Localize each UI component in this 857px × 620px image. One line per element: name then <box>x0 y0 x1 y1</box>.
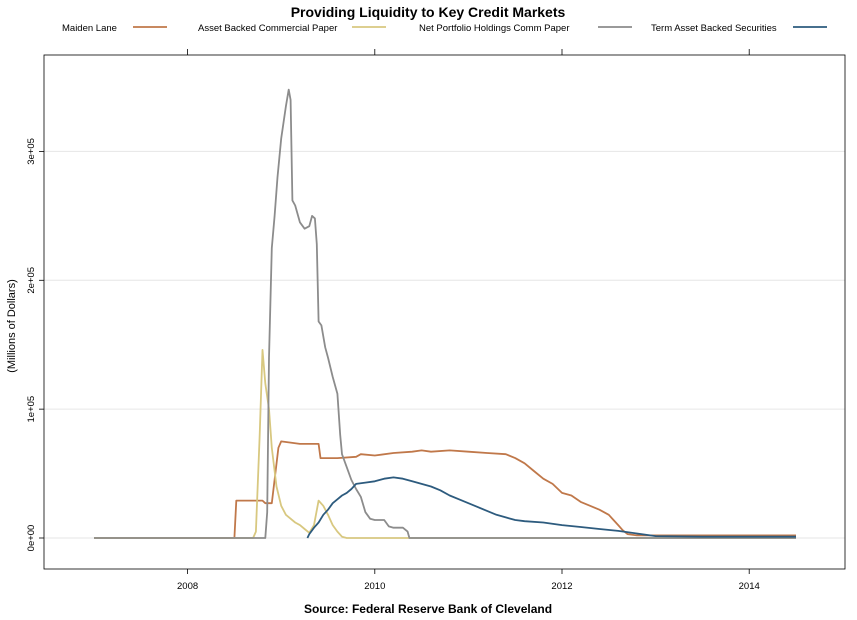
series-lines <box>94 88 796 539</box>
y-tick-label: 1e+05 <box>26 396 37 423</box>
x-axis: 2008 2010 2012 2014 <box>177 49 760 592</box>
x-tick-label: 2008 <box>177 581 198 592</box>
source-caption: Source: Federal Reserve Bank of Clevelan… <box>304 602 552 616</box>
legend-label-asset-backed-commercial-paper: Asset Backed Commercial Paper <box>198 23 337 34</box>
legend-label-term-asset-backed-securities: Term Asset Backed Securities <box>651 23 777 34</box>
legend: Maiden Lane Asset Backed Commercial Paper… <box>62 23 827 34</box>
x-tick-label: 2014 <box>739 581 760 592</box>
plot-frame <box>43 54 846 570</box>
gridlines <box>44 150 845 539</box>
series-line-net-portfolio-holdings-comm-paper <box>94 88 796 539</box>
legend-label-net-portfolio-holdings-comm-paper: Net Portfolio Holdings Comm Paper <box>419 23 569 34</box>
y-tick-label: 0e+00 <box>26 525 37 552</box>
y-axis-label: (Millions of Dollars) <box>6 279 18 373</box>
series-line-maiden-lane <box>94 440 796 539</box>
y-tick-label: 3e+05 <box>26 138 37 165</box>
y-tick-label: 2e+05 <box>26 267 37 294</box>
x-tick-label: 2010 <box>364 581 385 592</box>
series-line-term-asset-backed-securities <box>306 476 796 539</box>
legend-label-maiden-lane: Maiden Lane <box>62 23 117 34</box>
series-line-asset-backed-commercial-paper <box>94 349 796 539</box>
chart-title: Providing Liquidity to Key Credit Market… <box>291 4 566 20</box>
y-axis: 0e+00 1e+05 2e+05 3e+05 <box>26 138 44 551</box>
x-tick-label: 2012 <box>551 581 572 592</box>
